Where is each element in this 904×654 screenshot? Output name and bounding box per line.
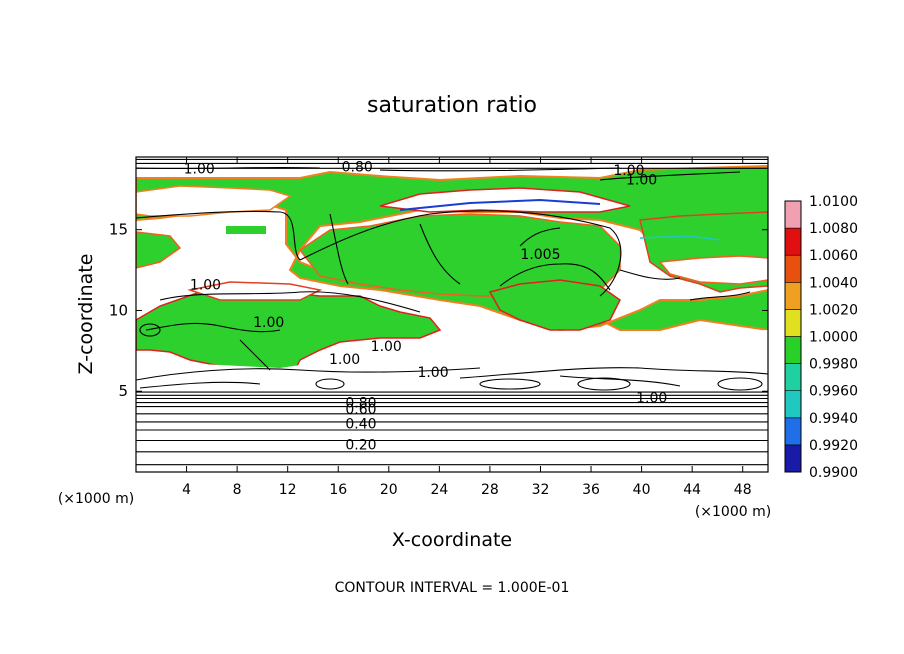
contour-label: 1.00 — [613, 163, 644, 179]
colorbar-label: 0.9920 — [809, 438, 858, 454]
contour-label: 1.005 — [520, 247, 560, 263]
y-tick-label: 5 — [118, 382, 128, 400]
contour-label: 0.60 — [345, 402, 376, 418]
y-tick-label: 10 — [109, 301, 128, 319]
x-tick-label: 36 — [582, 482, 600, 498]
colorbar-label: 1.0040 — [809, 275, 858, 291]
field-region-left — [136, 231, 182, 269]
x-tick-label: 24 — [430, 482, 448, 498]
y-axis: 5 10 15 — [109, 221, 768, 400]
contour-line — [459, 367, 768, 379]
white-pocket-right — [658, 255, 768, 285]
field-region-mid-right — [488, 279, 621, 331]
contour-line — [499, 263, 611, 291]
contour-line — [136, 210, 301, 261]
colorbar-label: 0.9980 — [809, 357, 858, 373]
colorbar-frame — [784, 200, 802, 473]
colorbar: 0.9900 0.9920 0.9940 0.9960 0.9980 1.0000 1.00… — [784, 194, 858, 481]
x-unit-right: (×1000 m) — [695, 504, 771, 520]
contour-line — [299, 210, 622, 297]
colorbar-label: 0.9960 — [809, 384, 858, 400]
cyan-streak — [639, 235, 721, 241]
contour-line — [689, 291, 751, 301]
x-tick-label: 8 — [233, 482, 242, 498]
y-tick-label: 15 — [109, 221, 128, 239]
x-tick-label: 20 — [380, 482, 398, 498]
contour-label-group: 1.00 0.80 1.001.001.0051.001.001.001.001.0… — [184, 160, 668, 454]
lower-white-band — [136, 330, 768, 392]
contour-loop — [577, 377, 631, 391]
x-tick-label: 32 — [532, 482, 550, 498]
y-axis-title: Z-coordinate — [75, 254, 97, 375]
colorbar-swatch — [784, 444, 802, 473]
colorbar-swatch — [784, 227, 802, 256]
colorbar-label: 1.0100 — [809, 194, 858, 210]
contour-loop — [315, 378, 345, 390]
contour-label: 1.00 — [190, 278, 221, 294]
contour-line — [419, 223, 461, 285]
plot-frame — [135, 156, 769, 473]
contour-label: 1.00 — [184, 161, 215, 177]
colorbar-swatch — [784, 363, 802, 392]
colorbar-label: 0.9940 — [809, 411, 858, 427]
colorbar-label: 0.9900 — [809, 465, 858, 481]
contour-line — [599, 171, 741, 181]
contour-line — [519, 227, 561, 247]
colorbar-label: 1.0060 — [809, 248, 858, 264]
x-axis: 4 8 12 16 20 24 28 32 36 40 44 48 — [182, 157, 752, 498]
x-tick-label: 44 — [683, 482, 701, 498]
contour-line — [329, 213, 349, 285]
x-axis-title: X-coordinate — [392, 529, 512, 551]
contour-line — [239, 339, 271, 371]
x-tick-label: 48 — [734, 482, 752, 498]
contour-line — [619, 269, 681, 280]
contour-label: 0.20 — [345, 438, 376, 454]
colorbar-swatch — [784, 336, 802, 364]
horizontal-contours — [136, 158, 768, 466]
colorbar-label: 1.0000 — [809, 330, 858, 346]
contour-label: 1.00 — [253, 315, 284, 331]
colorbar-swatch — [784, 281, 802, 310]
x-tick-label: 40 — [633, 482, 651, 498]
contour-line — [136, 367, 481, 381]
colorbar-swatch — [784, 254, 802, 283]
contour-loop — [139, 323, 161, 337]
contour-label: 0.80 — [342, 160, 373, 176]
colorbar-swatch — [784, 200, 802, 229]
colorbar-swatch — [784, 309, 802, 337]
contour-label: 0.40 — [345, 417, 376, 433]
contour-line — [139, 381, 261, 389]
contour-label: 1.00 — [417, 365, 448, 381]
contour-interval-note: CONTOUR INTERVAL = 1.000E-01 — [335, 580, 570, 596]
contour-label: 1.00 — [371, 339, 402, 355]
x-tick-label: 28 — [481, 482, 499, 498]
contour-label: 0.80 — [345, 396, 376, 412]
white-pocket-left — [136, 185, 292, 217]
x-tick-label: 16 — [329, 482, 347, 498]
colorbar-swatch — [784, 417, 802, 446]
colorbar-label: 1.0080 — [809, 221, 858, 237]
blue-streak — [399, 198, 601, 211]
contour-label: 1.00 — [626, 173, 657, 189]
x-tick-label: 4 — [182, 482, 191, 498]
x-tick-label: 12 — [279, 482, 297, 498]
contour-label: 1.00 — [636, 391, 667, 407]
chart-title: saturation ratio — [367, 93, 537, 118]
x-unit-left: (×1000 m) — [58, 491, 134, 507]
green-patch — [226, 226, 266, 234]
contour-line — [145, 322, 281, 333]
colorbar-label: 1.0020 — [809, 302, 858, 318]
white-pocket-mid — [187, 281, 323, 301]
saturation-field — [136, 157, 768, 472]
contour-loop — [717, 377, 763, 391]
contour-loop — [479, 378, 541, 390]
contour-label: 1.00 — [329, 352, 360, 368]
contour-line — [159, 291, 421, 313]
colorbar-swatch — [784, 390, 802, 419]
